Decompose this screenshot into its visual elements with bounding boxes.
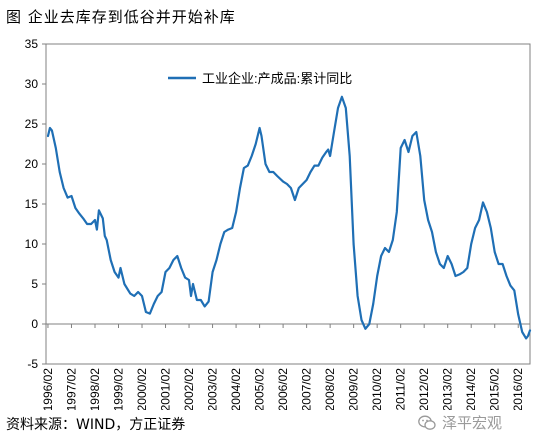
watermark-text: 泽平宏观 [442,414,503,432]
x-tick-label: 2003/02 [206,368,220,410]
x-tick-label: 2011/02 [394,368,408,410]
x-tick-label: 1998/02 [88,368,102,410]
x-tick-label: 1996/02 [41,368,55,410]
series-layer [46,95,532,340]
y-axis: 35 30 25 20 15 10 5 0 -5 [25,37,46,371]
y-tick-label: 5 [31,277,38,291]
x-tick-label: 2010/02 [370,368,384,410]
y-tick-label: 15 [25,197,39,211]
x-tick-label: 2008/02 [323,368,337,410]
x-tick-label: 2004/02 [229,368,243,410]
figure-title: 图 企业去库存到低谷并开始补库 [6,8,236,26]
source-note: 资料来源：WIND，方正证券 [6,417,186,433]
x-tick-label: 2007/02 [300,368,314,410]
x-tick-label: 2013/02 [441,368,455,410]
y-tick-label: 30 [25,77,39,91]
x-axis: 1996/02 1997/02 1998/02 1999/02 2000/02 2001/… [41,323,530,410]
x-tick-label: 2001/02 [159,368,173,410]
legend: 工业企业:产成品:累计同比 [168,71,352,86]
x-tick-label: 1999/02 [112,368,126,410]
y-tick-label: -5 [27,357,38,371]
y-tick-label: 25 [25,117,39,131]
x-tick-label: 2016/02 [511,368,525,410]
y-tick-label: 10 [25,237,39,251]
x-tick-label: 2015/02 [488,368,502,410]
x-tick-label: 2002/02 [182,368,196,410]
y-tick-label: 0 [31,317,38,331]
x-tick-label: 2014/02 [464,368,478,410]
x-tick-label: 2009/02 [347,368,361,410]
wechat-icon [418,415,436,430]
y-tick-label: 20 [25,157,39,171]
plot-frame [45,43,531,365]
x-tick-label: 2000/02 [135,368,149,410]
x-tick-label: 1997/02 [64,368,78,410]
x-tick-label: 2012/02 [417,368,431,410]
x-tick-label: 2005/02 [253,368,267,410]
watermark: 泽平宏观 [418,412,502,433]
y-tick-label: 35 [25,37,39,51]
plot-border [45,43,531,365]
x-tick-label: 2006/02 [276,368,290,410]
legend-label: 工业企业:产成品:累计同比 [202,71,352,86]
series-line [46,95,532,340]
